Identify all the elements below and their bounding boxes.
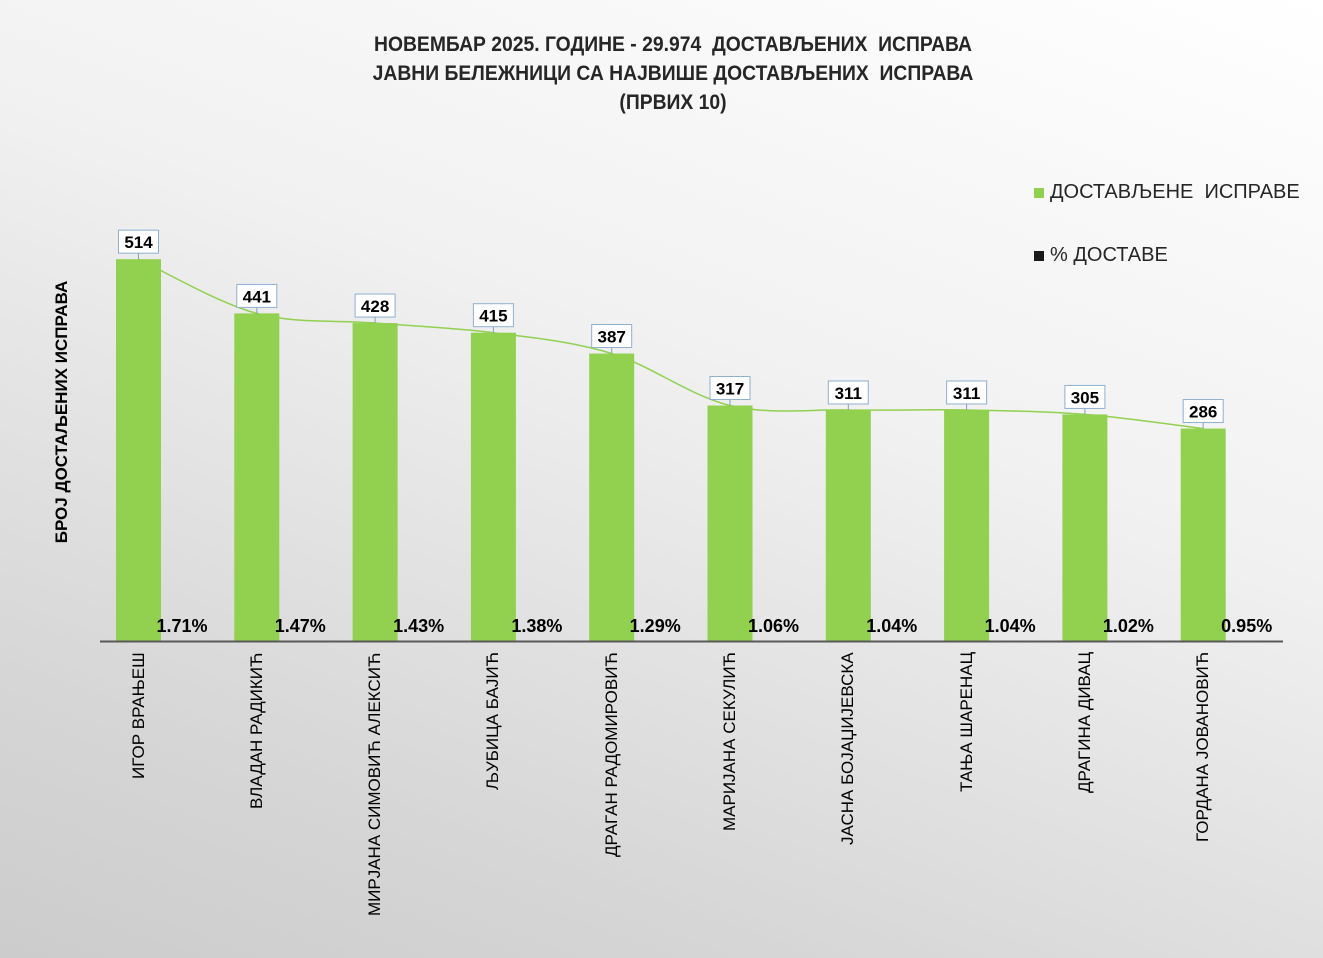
bar <box>234 313 280 641</box>
x-tick-label: ГОРДАНА ЈОВАНОВИЋ <box>1193 651 1213 842</box>
data-label-value: 428 <box>361 297 389 316</box>
percent-label: 1.06% <box>748 616 799 636</box>
x-tick-label: ТАЊА ШАРЕНАЦ <box>956 651 976 792</box>
data-label-box <box>946 380 988 405</box>
legend-swatch-green <box>1034 187 1044 198</box>
percent-label: 1.47% <box>275 616 326 636</box>
data-label-value: 311 <box>953 384 980 403</box>
data-label-box <box>1182 399 1224 424</box>
legend-label: % ДОСТАВЕ <box>1050 244 1168 266</box>
data-label-value: 441 <box>243 287 271 306</box>
data-label-box <box>354 293 396 318</box>
percent-label: 0.95% <box>1221 616 1272 636</box>
legend-item-delivered: ДОСТАВЉЕНЕ ИСПРАВЕ <box>1034 181 1300 204</box>
x-tick-label: МАРИЈАНА СЕКУЛИЋ <box>720 651 739 831</box>
data-label-box <box>1064 384 1106 409</box>
title-line-2: ЈАВНИ БЕЛЕЖНИЦИ СА НАЈВИШЕ ДОСТАВЉЕНИХ И… <box>372 62 974 85</box>
data-label-value: 387 <box>598 328 626 347</box>
bar <box>352 323 398 641</box>
data-label-box <box>709 376 751 401</box>
percent-label: 1.04% <box>985 616 1036 636</box>
x-tick-label: МИРЈАНА СИМОВИЋ АЛЕКСИЋ <box>365 652 385 916</box>
x-tick-label: ВЛАДАН РАДИКИЋ <box>246 652 266 809</box>
data-label-box <box>236 283 278 308</box>
data-label-box <box>591 324 633 349</box>
trendline <box>138 258 1204 430</box>
bar <box>116 259 161 641</box>
legend-item-percent: % ДОСТАВЕ <box>1034 244 1168 267</box>
bar <box>707 405 753 641</box>
percent-label: 1.04% <box>866 616 917 636</box>
data-label-value: 415 <box>479 307 507 326</box>
data-label-value: 305 <box>1071 388 1099 407</box>
bar <box>470 332 516 641</box>
legend-swatch-black <box>1034 250 1044 261</box>
title-line-1: НОВЕМБАР 2025. ГОДИНЕ - 29.974 ДОСТАВЉЕН… <box>373 33 972 56</box>
bar <box>589 353 635 641</box>
x-tick-label: ИГОР ВРАЊЕШ <box>128 652 148 779</box>
legend-label: ДОСТАВЉЕНЕ ИСПРАВЕ <box>1050 181 1300 203</box>
bar <box>1062 414 1108 641</box>
data-label-value: 286 <box>1189 403 1217 422</box>
data-label-box <box>472 303 514 328</box>
percent-label: 1.43% <box>393 616 444 636</box>
percent-label: 1.02% <box>1103 616 1154 636</box>
percent-label: 1.38% <box>511 616 562 636</box>
data-label-box <box>827 380 869 405</box>
percent-label: 1.71% <box>156 616 207 636</box>
data-label-value: 514 <box>124 233 153 252</box>
x-tick-label: ЈАСНА БОЈАЏИЈЕВСКА <box>838 652 858 845</box>
x-tick-label: ДРАГАН РАДОМИРОВИЋ <box>601 652 621 857</box>
data-label-box <box>118 229 159 254</box>
data-label-value: 317 <box>716 380 744 399</box>
chart-title: НОВЕМБАР 2025. ГОДИНЕ - 29.974 ДОСТАВЉЕН… <box>54 30 1292 117</box>
bar <box>944 409 990 641</box>
x-tick-label: ДРАГИНА ДИВАЦ <box>1074 651 1094 793</box>
x-tick-label: ЉУБИЦА БАЈИЋ <box>483 651 503 790</box>
title-line-3: (ПРВИХ 10) <box>619 91 727 114</box>
data-label-value: 311 <box>835 384 862 403</box>
bar <box>825 409 871 641</box>
bar <box>1180 428 1226 641</box>
percent-label: 1.29% <box>630 616 681 636</box>
